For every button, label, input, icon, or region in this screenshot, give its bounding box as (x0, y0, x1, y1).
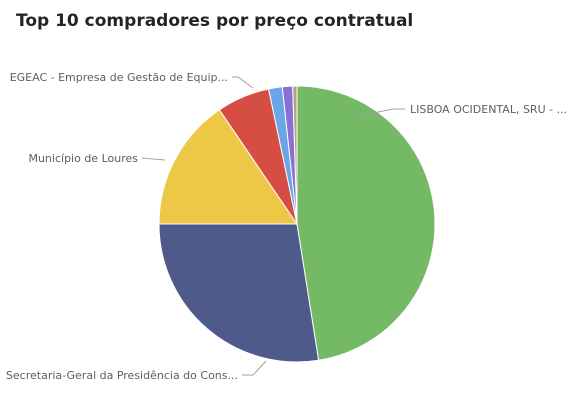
slice-label-3: Município de Loures (28, 152, 138, 165)
pie-slice-7[interactable] (292, 85, 298, 225)
slice-label-2: Secretaria-Geral da Presidência do Cons.… (6, 369, 238, 382)
pie-slices (158, 85, 436, 363)
chart-title: Top 10 compradores por preço contratual (16, 11, 414, 31)
leader-line-1 (357, 108, 405, 117)
pie-slice-3[interactable] (158, 109, 298, 225)
leader-lines (141, 76, 405, 376)
slice-label-1: LISBOA OCIDENTAL, SRU - ... (410, 103, 567, 116)
leader-line-3 (141, 157, 166, 161)
leader-line-2 (242, 360, 267, 376)
pie-slice-2[interactable] (158, 223, 320, 363)
slice-labels: LISBOA OCIDENTAL, SRU - ... Secretaria-Ge… (6, 71, 567, 382)
slice-label-4: EGEAC - Empresa de Gestão de Equip... (10, 71, 228, 84)
leader-line-4 (232, 76, 254, 89)
pie-slice-1[interactable] (296, 85, 436, 361)
